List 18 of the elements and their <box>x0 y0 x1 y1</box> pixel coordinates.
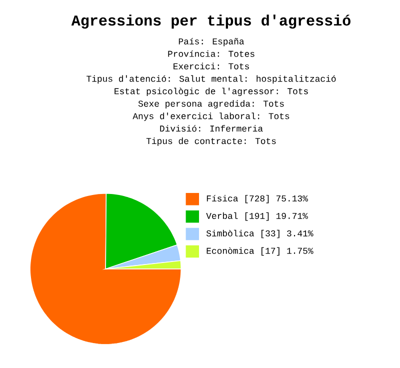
text: Tipus d'atenció: Salut mental: hospitalització <box>86 75 336 84</box>
text: País: España <box>178 38 244 46</box>
chart-title: Agressions per tipus d'agressió <box>71 14 350 29</box>
data-label: [33] 3.41% <box>261 230 314 238</box>
data-label: [191] 19.71% <box>245 212 308 221</box>
legend-label: Econòmica <box>206 247 254 254</box>
text: Estat psicològic de l'agressor: Tots <box>114 88 308 96</box>
data-label: [728] 75.13% <box>245 194 308 204</box>
legend-label: Física <box>206 194 238 202</box>
text: Tipus de contracte: Tots <box>146 138 276 146</box>
legend-label: Verbal <box>206 212 238 219</box>
text: Sexe persona agredida: Tots <box>138 100 284 108</box>
text: Divisió: Infermeria <box>160 125 263 132</box>
legend-label: Simbòlica <box>206 230 254 236</box>
text: Província: Totes <box>168 50 254 57</box>
text: Anys d'exercici laboral: Tots <box>132 112 290 121</box>
data-label: [17] 1.75% <box>261 247 314 256</box>
text: Exercici: Tots <box>174 62 249 70</box>
